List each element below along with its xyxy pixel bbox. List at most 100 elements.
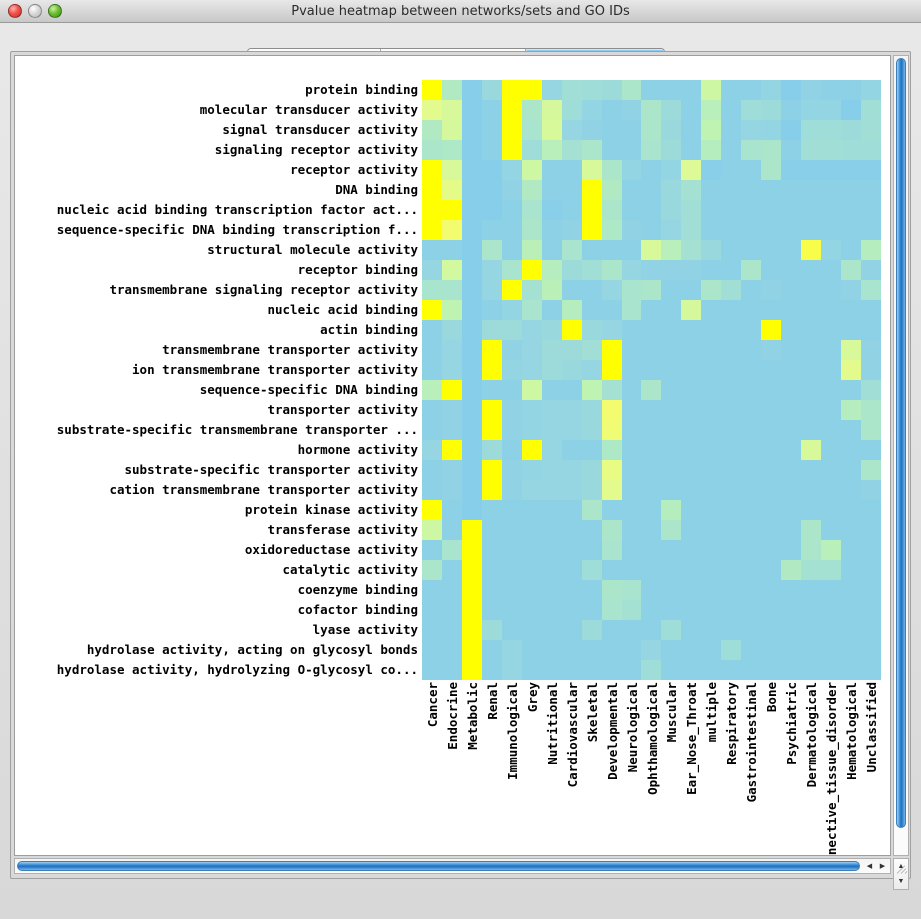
heatmap-cell[interactable] xyxy=(441,240,462,260)
heatmap-cell[interactable] xyxy=(701,540,722,560)
heatmap-cell[interactable] xyxy=(541,240,562,260)
heatmap-cell[interactable] xyxy=(681,180,702,200)
heatmap-cell[interactable] xyxy=(761,140,782,160)
heatmap-cell[interactable] xyxy=(781,640,802,660)
heatmap-cell[interactable] xyxy=(501,300,522,320)
heatmap-cell[interactable] xyxy=(641,540,662,560)
heatmap-cell[interactable] xyxy=(681,520,702,540)
heatmap-cell[interactable] xyxy=(561,420,582,440)
heatmap-cell[interactable] xyxy=(681,460,702,480)
heatmap-cell[interactable] xyxy=(701,580,722,600)
heatmap-cell[interactable] xyxy=(681,200,702,220)
heatmap-cell[interactable] xyxy=(781,400,802,420)
heatmap-cell[interactable] xyxy=(581,280,602,300)
heatmap-cell[interactable] xyxy=(521,580,542,600)
heatmap-cell[interactable] xyxy=(681,140,702,160)
heatmap-cell[interactable] xyxy=(601,580,622,600)
heatmap-cell[interactable] xyxy=(681,480,702,500)
heatmap-cell[interactable] xyxy=(701,520,722,540)
heatmap-cell[interactable] xyxy=(521,120,542,140)
heatmap-cell[interactable] xyxy=(801,540,822,560)
heatmap-cell[interactable] xyxy=(681,240,702,260)
heatmap-cell[interactable] xyxy=(860,160,881,180)
heatmap-cell[interactable] xyxy=(561,160,582,180)
heatmap-cell[interactable] xyxy=(701,240,722,260)
heatmap-cell[interactable] xyxy=(721,100,742,120)
heatmap-cell[interactable] xyxy=(461,320,482,340)
heatmap-cell[interactable] xyxy=(721,140,742,160)
heatmap-cell[interactable] xyxy=(422,240,442,260)
heatmap-cell[interactable] xyxy=(581,380,602,400)
heatmap-cell[interactable] xyxy=(461,300,482,320)
heatmap-cell[interactable] xyxy=(481,200,502,220)
heatmap-cell[interactable] xyxy=(422,560,442,580)
heatmap-cell[interactable] xyxy=(601,600,622,620)
heatmap-cell[interactable] xyxy=(601,120,622,140)
heatmap-cell[interactable] xyxy=(561,260,582,280)
heatmap-cell[interactable] xyxy=(561,460,582,480)
heatmap-cell[interactable] xyxy=(860,480,881,500)
heatmap-cell[interactable] xyxy=(721,340,742,360)
heatmap-cell[interactable] xyxy=(481,600,502,620)
heatmap-cell[interactable] xyxy=(621,520,642,540)
heatmap-cell[interactable] xyxy=(601,320,622,340)
heatmap-cell[interactable] xyxy=(461,180,482,200)
heatmap-cell[interactable] xyxy=(501,180,522,200)
heatmap-cell[interactable] xyxy=(741,160,762,180)
heatmap-cell[interactable] xyxy=(641,640,662,660)
heatmap-cell[interactable] xyxy=(561,220,582,240)
heatmap-cell[interactable] xyxy=(561,120,582,140)
heatmap-cell[interactable] xyxy=(461,420,482,440)
heatmap-cell[interactable] xyxy=(521,220,542,240)
heatmap-cell[interactable] xyxy=(501,220,522,240)
heatmap-cell[interactable] xyxy=(821,440,842,460)
heatmap-cell[interactable] xyxy=(701,660,722,680)
heatmap-cell[interactable] xyxy=(481,400,502,420)
heatmap-cell[interactable] xyxy=(621,380,642,400)
heatmap-cell[interactable] xyxy=(741,120,762,140)
heatmap-cell[interactable] xyxy=(841,260,861,280)
heatmap-cell[interactable] xyxy=(461,220,482,240)
heatmap-cell[interactable] xyxy=(501,320,522,340)
heatmap-cell[interactable] xyxy=(781,600,802,620)
heatmap-cell[interactable] xyxy=(801,460,822,480)
heatmap-cell[interactable] xyxy=(781,300,802,320)
heatmap-cell[interactable] xyxy=(601,300,622,320)
heatmap-cell[interactable] xyxy=(441,640,462,660)
heatmap-cell[interactable] xyxy=(701,440,722,460)
heatmap-cell[interactable] xyxy=(541,280,562,300)
heatmap-cell[interactable] xyxy=(441,320,462,340)
heatmap-cell[interactable] xyxy=(521,480,542,500)
heatmap-cell[interactable] xyxy=(422,280,442,300)
heatmap-cell[interactable] xyxy=(661,160,682,180)
heatmap-cell[interactable] xyxy=(761,100,782,120)
heatmap-cell[interactable] xyxy=(541,300,562,320)
heatmap-cell[interactable] xyxy=(860,520,881,540)
heatmap-cell[interactable] xyxy=(841,200,861,220)
heatmap-cell[interactable] xyxy=(661,660,682,680)
heatmap-cell[interactable] xyxy=(841,380,861,400)
heatmap-cell[interactable] xyxy=(741,380,762,400)
heatmap-cell[interactable] xyxy=(761,520,782,540)
heatmap-cell[interactable] xyxy=(641,400,662,420)
heatmap-cell[interactable] xyxy=(481,240,502,260)
heatmap-cell[interactable] xyxy=(821,640,842,660)
heatmap-cell[interactable] xyxy=(761,420,782,440)
heatmap-cell[interactable] xyxy=(521,180,542,200)
heatmap-cell[interactable] xyxy=(521,620,542,640)
heatmap-cell[interactable] xyxy=(422,340,442,360)
heatmap-cell[interactable] xyxy=(461,120,482,140)
heatmap-cell[interactable] xyxy=(841,480,861,500)
heatmap-cell[interactable] xyxy=(621,140,642,160)
heatmap-cell[interactable] xyxy=(441,520,462,540)
heatmap-cell[interactable] xyxy=(821,380,842,400)
heatmap-cell[interactable] xyxy=(481,180,502,200)
heatmap-cell[interactable] xyxy=(501,140,522,160)
heatmap-cell[interactable] xyxy=(860,180,881,200)
heatmap-cell[interactable] xyxy=(681,320,702,340)
heatmap-cell[interactable] xyxy=(721,220,742,240)
heatmap-cell[interactable] xyxy=(541,340,562,360)
heatmap-cell[interactable] xyxy=(541,500,562,520)
heatmap-cell[interactable] xyxy=(741,560,762,580)
heatmap-cell[interactable] xyxy=(521,640,542,660)
